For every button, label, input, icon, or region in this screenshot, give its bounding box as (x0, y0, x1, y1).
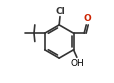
Text: OH: OH (70, 59, 83, 68)
Text: O: O (83, 14, 91, 23)
Text: Cl: Cl (55, 7, 65, 16)
